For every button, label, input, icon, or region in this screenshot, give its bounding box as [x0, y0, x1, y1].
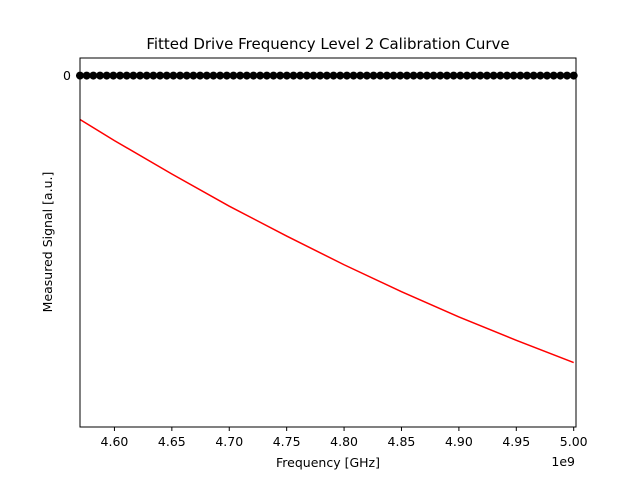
data-point	[376, 71, 385, 80]
y-axis-label: Measured Signal [a.u.]	[40, 172, 55, 313]
data-point	[282, 71, 291, 80]
data-point	[196, 71, 205, 80]
data-point	[162, 71, 171, 80]
series-0-points	[76, 71, 578, 80]
data-point	[523, 71, 531, 80]
data-point	[416, 71, 425, 80]
x-tick-label: 4.75	[273, 434, 301, 449]
data-point	[302, 71, 311, 80]
data-point	[276, 71, 285, 80]
data-point	[342, 71, 351, 80]
data-point	[422, 71, 431, 80]
data-point	[142, 71, 151, 80]
data-point	[116, 71, 125, 80]
data-point	[362, 71, 371, 80]
data-point	[96, 71, 105, 80]
data-point	[296, 71, 305, 80]
data-point	[309, 71, 318, 80]
data-point	[462, 71, 471, 80]
data-point	[396, 71, 405, 80]
data-point	[156, 71, 165, 80]
data-point	[476, 71, 485, 80]
x-tick-label: 4.95	[502, 434, 530, 449]
data-point	[322, 71, 331, 80]
y-axis: 0	[63, 68, 80, 83]
data-point	[216, 71, 225, 80]
x-tick-label: 4.70	[215, 434, 243, 449]
data-point	[189, 71, 198, 80]
data-point	[449, 71, 458, 80]
data-point	[89, 71, 98, 80]
data-point	[369, 71, 378, 80]
data-point	[236, 71, 245, 80]
data-point	[429, 71, 438, 80]
data-point	[269, 71, 278, 80]
data-point	[502, 71, 511, 80]
data-point	[109, 71, 118, 80]
data-point	[382, 71, 391, 80]
data-point	[316, 71, 325, 80]
data-point	[469, 71, 478, 80]
data-point	[543, 71, 552, 80]
data-point	[209, 71, 218, 80]
data-point	[182, 71, 191, 80]
chart-title: Fitted Drive Frequency Level 2 Calibrati…	[146, 35, 509, 53]
data-point	[442, 71, 451, 80]
series-1-line	[79, 118, 574, 364]
data-point	[456, 71, 465, 80]
data-point	[516, 71, 525, 80]
data-point	[249, 71, 258, 80]
data-point	[536, 71, 545, 80]
data-point	[529, 71, 538, 80]
data-point	[389, 71, 398, 80]
x-tick-label: 4.85	[388, 434, 416, 449]
data-point	[336, 71, 345, 80]
data-point	[149, 71, 158, 80]
data-point	[136, 71, 145, 80]
data-point	[256, 71, 265, 80]
data-point	[129, 71, 138, 80]
data-point	[509, 71, 518, 80]
data-point	[549, 71, 558, 80]
data-point	[563, 71, 572, 80]
data-point	[229, 71, 238, 80]
data-point	[482, 71, 491, 80]
data-point	[402, 71, 411, 80]
x-axis-label: Frequency [GHz]	[276, 455, 380, 470]
y-tick-label: 0	[63, 68, 71, 83]
data-point	[176, 71, 185, 80]
data-point	[262, 71, 271, 80]
data-point	[242, 71, 251, 80]
data-point	[289, 71, 298, 80]
plot-marks	[76, 71, 578, 364]
data-point	[122, 71, 131, 80]
plot-frame	[79, 57, 577, 428]
data-point	[102, 71, 111, 80]
x-tick-label: 4.65	[158, 434, 186, 449]
data-point	[82, 71, 91, 80]
x-tick-label: 5.00	[560, 434, 588, 449]
data-point	[222, 71, 231, 80]
data-point	[356, 71, 365, 80]
x-offset-label: 1e9	[551, 454, 575, 469]
data-point	[489, 71, 498, 80]
data-point	[409, 71, 418, 80]
x-tick-label: 4.80	[330, 434, 358, 449]
data-point	[556, 71, 565, 80]
data-point	[329, 71, 338, 80]
data-point	[349, 71, 358, 80]
data-point	[202, 71, 211, 80]
x-axis: 4.60 4.65 4.70 4.75 4.80 4.85 4.90 4.95 5.00	[101, 427, 588, 449]
data-point	[496, 71, 505, 80]
data-point	[436, 71, 445, 80]
x-tick-label: 4.60	[101, 434, 129, 449]
x-tick-label: 4.90	[445, 434, 473, 449]
data-point	[169, 71, 178, 80]
